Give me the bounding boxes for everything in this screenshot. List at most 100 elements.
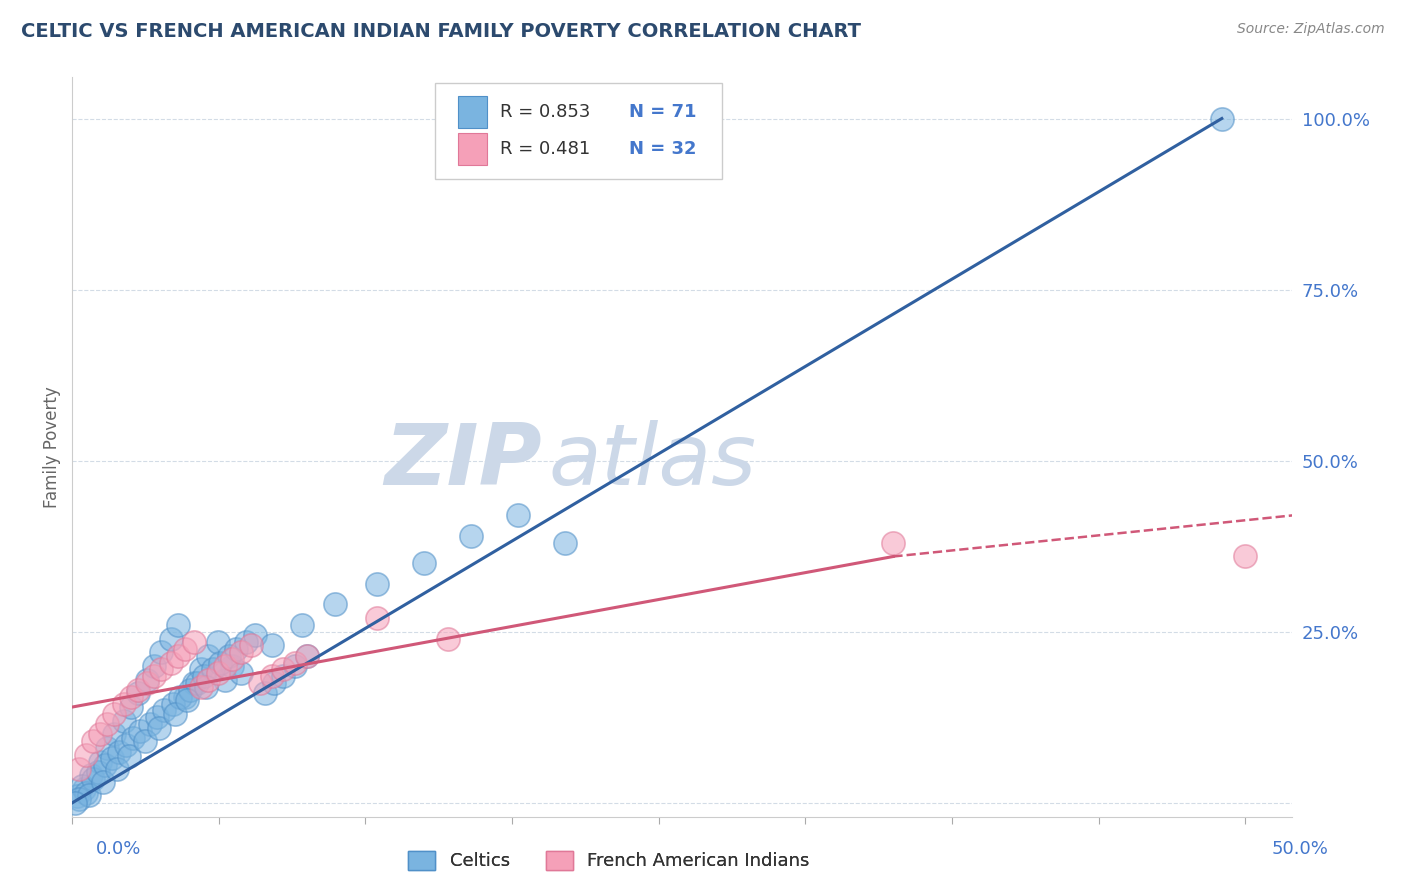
- Point: [127, 682, 149, 697]
- Point: [73, 782, 96, 797]
- Text: N = 32: N = 32: [628, 140, 696, 158]
- Point: [103, 727, 125, 741]
- Point: [143, 659, 166, 673]
- Point: [138, 717, 160, 731]
- Point: [214, 673, 236, 687]
- Point: [1234, 549, 1257, 564]
- Point: [239, 639, 262, 653]
- Text: 50.0%: 50.0%: [1272, 840, 1329, 858]
- Point: [129, 723, 152, 738]
- Point: [89, 755, 111, 769]
- Text: Source: ZipAtlas.com: Source: ZipAtlas.com: [1237, 22, 1385, 37]
- Point: [91, 775, 114, 789]
- Point: [77, 788, 100, 802]
- Point: [108, 745, 131, 759]
- Point: [221, 652, 243, 666]
- Point: [193, 669, 215, 683]
- Point: [66, 789, 89, 803]
- Point: [150, 645, 173, 659]
- Point: [152, 703, 174, 717]
- Point: [221, 659, 243, 673]
- Point: [260, 639, 283, 653]
- Point: [105, 762, 128, 776]
- Point: [159, 656, 181, 670]
- Point: [208, 656, 231, 670]
- Point: [70, 779, 93, 793]
- Point: [295, 648, 318, 663]
- Point: [169, 690, 191, 704]
- Point: [101, 751, 124, 765]
- Point: [207, 635, 229, 649]
- Point: [82, 734, 104, 748]
- Point: [506, 508, 529, 523]
- Point: [273, 662, 295, 676]
- Point: [263, 676, 285, 690]
- Point: [225, 641, 247, 656]
- Point: [190, 662, 212, 676]
- Point: [554, 536, 576, 550]
- Point: [190, 680, 212, 694]
- Point: [295, 648, 318, 663]
- Point: [166, 618, 188, 632]
- Point: [166, 648, 188, 663]
- Point: [80, 768, 103, 782]
- Point: [96, 717, 118, 731]
- Text: atlas: atlas: [548, 420, 756, 503]
- Point: [183, 635, 205, 649]
- Point: [291, 618, 314, 632]
- Point: [103, 706, 125, 721]
- Point: [122, 731, 145, 745]
- Point: [284, 656, 307, 670]
- Point: [366, 577, 388, 591]
- Text: 0.0%: 0.0%: [96, 840, 141, 858]
- Point: [75, 747, 97, 762]
- Point: [120, 700, 142, 714]
- Point: [253, 686, 276, 700]
- Point: [89, 727, 111, 741]
- Point: [231, 645, 253, 659]
- Y-axis label: Family Poverty: Family Poverty: [44, 386, 60, 508]
- FancyBboxPatch shape: [458, 96, 486, 128]
- Point: [260, 669, 283, 683]
- Point: [218, 648, 240, 663]
- Point: [183, 676, 205, 690]
- Text: R = 0.853: R = 0.853: [501, 103, 591, 121]
- Point: [67, 792, 90, 806]
- Point: [120, 690, 142, 704]
- Text: ZIP: ZIP: [384, 420, 541, 503]
- Point: [75, 786, 97, 800]
- Point: [173, 690, 195, 704]
- Point: [436, 632, 458, 646]
- Point: [366, 611, 388, 625]
- Text: CELTIC VS FRENCH AMERICAN INDIAN FAMILY POVERTY CORRELATION CHART: CELTIC VS FRENCH AMERICAN INDIAN FAMILY …: [21, 22, 860, 41]
- Point: [82, 772, 104, 786]
- Point: [207, 665, 229, 680]
- Point: [96, 741, 118, 756]
- Point: [460, 529, 482, 543]
- Text: R = 0.481: R = 0.481: [501, 140, 591, 158]
- Point: [145, 710, 167, 724]
- Point: [150, 662, 173, 676]
- Point: [136, 673, 159, 687]
- Point: [136, 676, 159, 690]
- Point: [231, 665, 253, 680]
- Point: [173, 641, 195, 656]
- Point: [882, 536, 904, 550]
- Point: [143, 669, 166, 683]
- Point: [63, 796, 86, 810]
- Point: [214, 659, 236, 673]
- Point: [112, 697, 135, 711]
- Point: [148, 721, 170, 735]
- Point: [117, 749, 139, 764]
- Point: [197, 648, 219, 663]
- Point: [273, 669, 295, 683]
- Point: [134, 734, 156, 748]
- Point: [159, 632, 181, 646]
- Point: [176, 693, 198, 707]
- Point: [197, 673, 219, 687]
- Point: [1211, 112, 1233, 126]
- Point: [323, 598, 346, 612]
- Point: [67, 762, 90, 776]
- FancyBboxPatch shape: [458, 133, 486, 165]
- Point: [186, 676, 208, 690]
